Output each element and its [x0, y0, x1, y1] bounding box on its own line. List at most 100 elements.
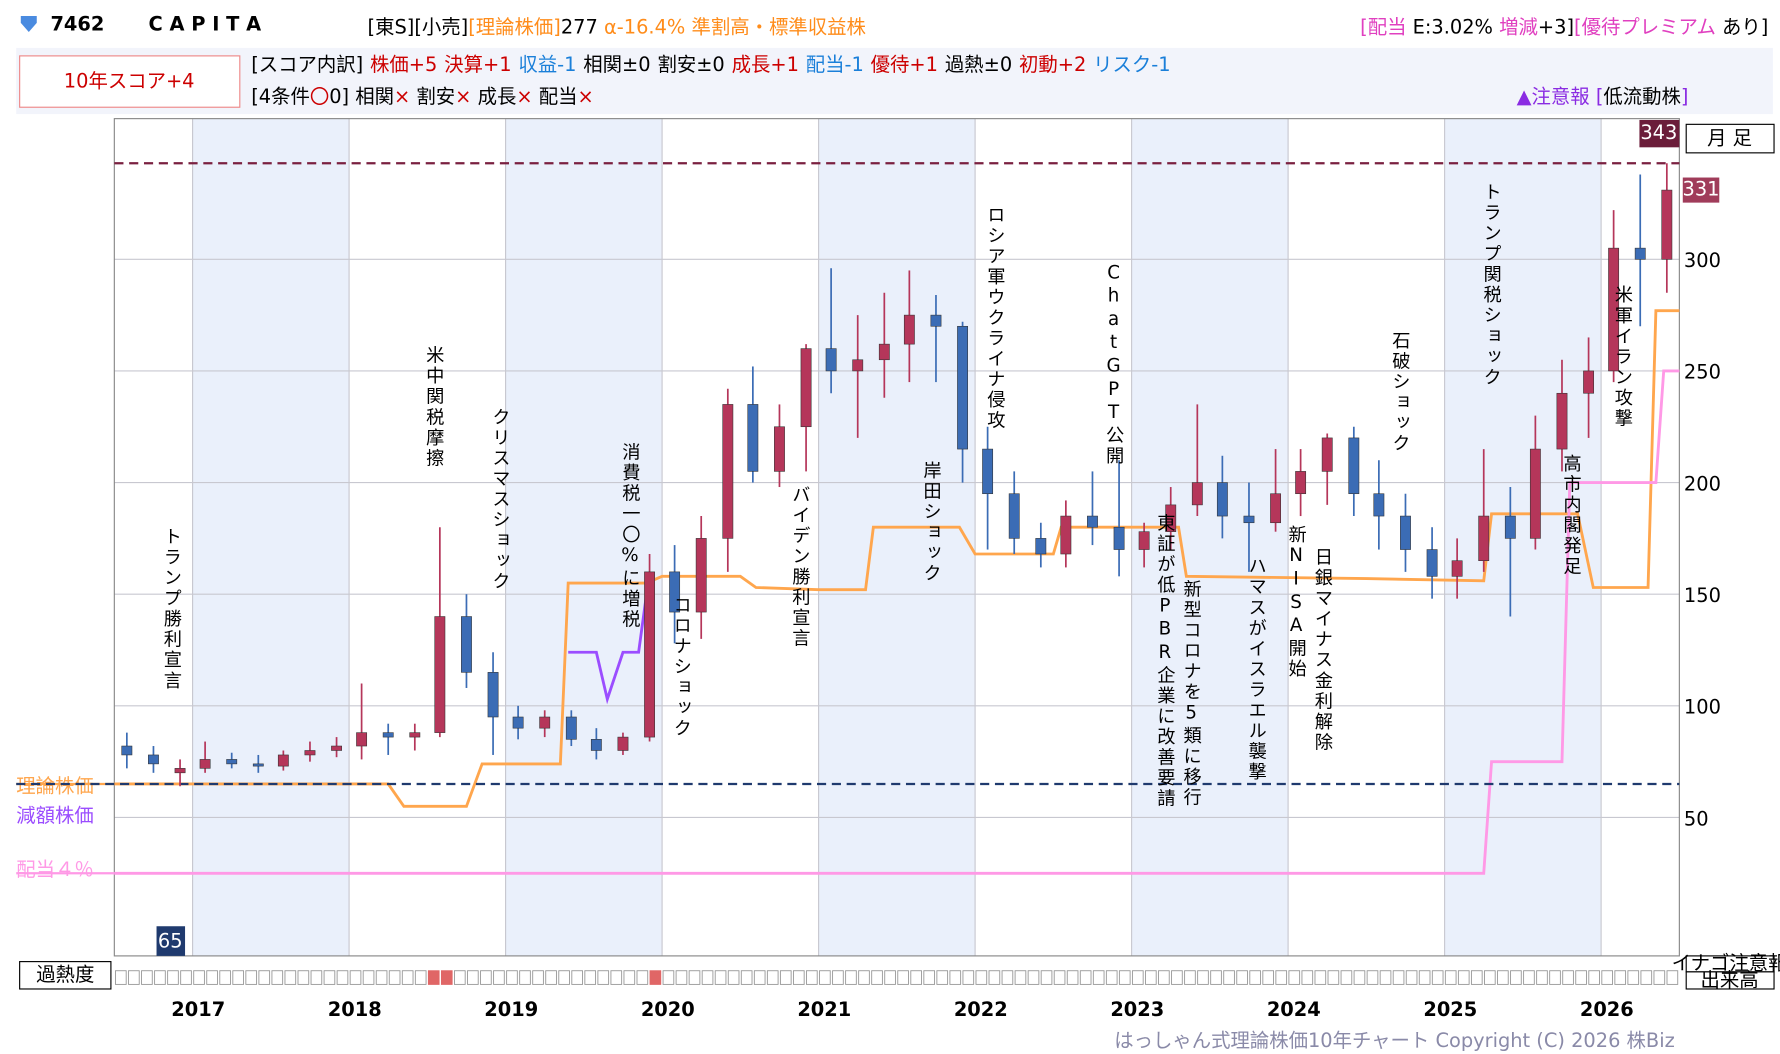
candle-body — [1348, 437, 1360, 495]
score-box — [19, 55, 241, 108]
candle-body — [174, 768, 186, 774]
x-tick-label: 2020 — [641, 998, 695, 1021]
overheat-cell — [427, 970, 440, 985]
overheat-cell — [519, 970, 531, 985]
candle-body — [1295, 471, 1307, 495]
overheat-cell — [1588, 970, 1600, 985]
overheat-cell — [727, 970, 740, 985]
overheat-cell — [1327, 970, 1340, 985]
header-segment: [スコア内訳] — [251, 53, 363, 76]
x-tick-label: 2017 — [171, 998, 225, 1021]
overheat-cell — [1105, 970, 1118, 985]
overheat-cell — [923, 970, 936, 985]
event-annotation: 日銀マイナス金利解除 — [1312, 548, 1333, 753]
overheat-cell — [1145, 970, 1157, 985]
event-annotation: 新型コロナを5類に移行 — [1181, 579, 1202, 808]
overheat-cell — [245, 970, 258, 985]
inago-label: イナゴ注意報 — [1672, 951, 1780, 974]
candle-body — [487, 672, 499, 718]
event-annotation: トランプ勝利宣言 — [161, 527, 182, 691]
overheat-label: 過熱度 — [36, 963, 94, 986]
header-segment: ▲注意報 — [1517, 84, 1590, 107]
overheat-cell — [336, 970, 349, 985]
candle-body — [1270, 493, 1281, 524]
header-segment: リスク-1 — [1093, 53, 1170, 76]
x-tick-label: 2025 — [1423, 998, 1477, 1021]
overheat-cell — [766, 970, 779, 985]
overheat-cell — [936, 970, 949, 985]
score: 10年スコア+4 — [64, 70, 195, 93]
y-tick-label: 100 — [1684, 696, 1721, 719]
event-annotation: 米中関税摩擦 — [423, 346, 444, 469]
overheat-cell — [193, 970, 205, 985]
candle-body — [957, 325, 968, 450]
period: 月 足 — [1707, 127, 1752, 150]
event-annotation: コロナショック — [671, 595, 692, 739]
overheat-cell — [219, 970, 231, 985]
overheat-cell — [454, 970, 466, 985]
overheat-cell — [988, 970, 1001, 985]
candle-body — [409, 732, 421, 738]
header-segment: 成長+1 — [732, 53, 799, 76]
overheat-cell — [884, 970, 896, 985]
overheat-cell — [1536, 970, 1548, 985]
header-segment: 割安±0 — [657, 53, 724, 76]
event-annotation: 石破ショック — [1389, 331, 1410, 454]
candle-body — [644, 571, 655, 738]
y-tick-label: 200 — [1684, 472, 1721, 495]
candle-body — [1451, 560, 1463, 577]
overheat-cell — [1066, 970, 1079, 985]
header-segment: 〇 — [310, 84, 329, 107]
plot-frame — [113, 118, 1680, 957]
overheat-cell — [1197, 970, 1209, 985]
overheat-cell — [1366, 970, 1379, 985]
candle-body — [669, 571, 681, 613]
candle-body — [461, 616, 472, 673]
overheat-cell — [1262, 970, 1275, 985]
candle-body — [1583, 370, 1595, 394]
header-segment: 初動+2 — [1019, 53, 1086, 76]
overheat-cell — [649, 970, 662, 985]
header-line: [スコア内訳] 株価+5 決算+1 収益-1 相関±0 割安±0 成長+1 配当-1 優待+1 過… — [251, 53, 1170, 76]
overheat-cell — [858, 970, 870, 985]
candle-body — [121, 745, 133, 756]
candle-body — [1165, 504, 1177, 532]
candle-body — [1634, 247, 1646, 260]
overheat-cell — [571, 970, 583, 985]
overheat-cell — [1575, 970, 1587, 985]
overheat-cell — [1444, 970, 1457, 985]
header-band — [16, 47, 1773, 115]
header-segment: [優待プレミアム — [1574, 15, 1716, 38]
overheat-cell — [623, 970, 636, 985]
header-segment: 0] 相関 — [329, 84, 394, 107]
candle-body — [1191, 482, 1203, 506]
overheat-cell — [845, 970, 857, 985]
overheat-cell — [910, 970, 922, 985]
overheat-cell — [610, 970, 623, 985]
candle-body — [199, 759, 211, 769]
header-segment: × — [455, 84, 471, 107]
overheat-cell — [141, 970, 153, 985]
line-label: 理論株価 — [16, 775, 94, 798]
candle-body — [825, 348, 837, 372]
candle-body — [1608, 247, 1620, 372]
overheat-cell — [675, 970, 688, 985]
candle-body — [226, 759, 238, 765]
volume-box — [1685, 971, 1775, 990]
overheat-cell — [310, 970, 323, 985]
y-tick-label: 150 — [1684, 584, 1721, 607]
candle-body — [252, 763, 264, 767]
overheat-cell — [1392, 970, 1405, 985]
overheat-cell — [1079, 970, 1092, 985]
header-segment: E:3.02% — [1407, 15, 1500, 38]
candle-body — [539, 716, 551, 729]
overheat-cell — [1171, 970, 1183, 985]
overheat-cell — [1614, 970, 1627, 985]
header-segment: 配当-1 — [806, 53, 864, 76]
overheat-cell — [388, 970, 401, 985]
year-band — [818, 118, 976, 956]
overheat-cell — [1040, 970, 1053, 985]
overheat-cell — [871, 970, 883, 985]
line-label: 配当４％ — [16, 858, 94, 881]
overheat-cell — [897, 970, 909, 985]
